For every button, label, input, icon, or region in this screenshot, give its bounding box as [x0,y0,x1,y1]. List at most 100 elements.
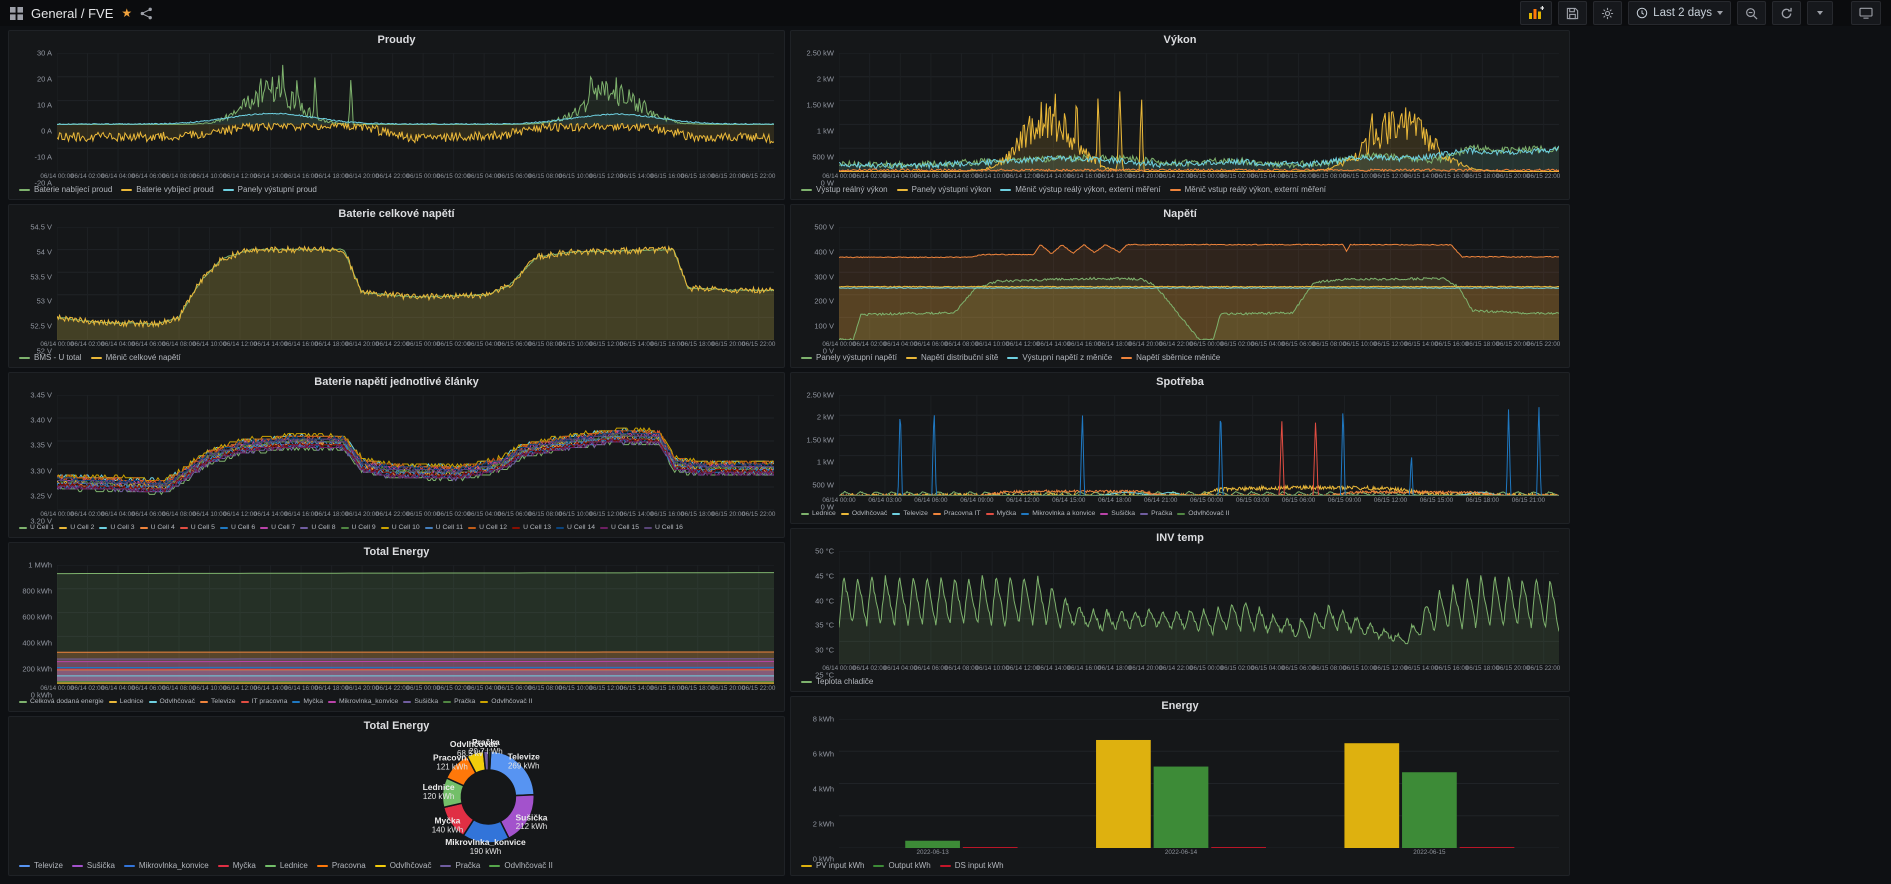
plot-area[interactable] [57,395,774,510]
panel-title[interactable]: Napětí [791,205,1569,225]
legend-item[interactable]: Odvlhčovač II [480,696,532,708]
plot-area[interactable] [839,227,1559,340]
legend-item[interactable]: U Cell 7 [260,522,295,534]
legend-item[interactable]: Televize [19,860,63,872]
panel-title[interactable]: Proudy [9,31,784,51]
legend-item[interactable]: Výstup reálný výkon [801,184,888,196]
legend-item[interactable]: U Cell 12 [468,522,507,534]
legend-item[interactable]: Odvlhčovač [841,508,888,520]
bar-Output kWh[interactable] [1154,767,1209,848]
legend-item[interactable]: U Cell 16 [644,522,683,534]
legend-item[interactable]: U Cell 4 [140,522,175,534]
plot-area[interactable] [839,395,1559,496]
favorite-star-icon[interactable]: ★ [121,7,132,19]
legend-item[interactable]: Pračka [1140,508,1172,520]
legend-item[interactable]: Pračka [440,860,480,872]
bar-PV input kWh[interactable] [1096,740,1151,848]
bar-Output kWh[interactable] [1402,772,1457,848]
plot-area[interactable] [839,551,1559,664]
plot-area[interactable] [57,565,774,684]
legend-item[interactable]: Pracovna [317,860,366,872]
x-tick-label: 06/15 22:00 [742,173,775,180]
panel-title[interactable]: Baterie celkové napětí [9,205,784,225]
legend-item[interactable]: U Cell 14 [556,522,595,534]
legend-item[interactable]: Myčka [218,860,256,872]
panel-title[interactable]: Total Energy [9,543,784,563]
time-range-picker[interactable]: Last 2 days [1628,1,1731,25]
legend-item[interactable]: Mikrovlnka a konvice [1021,508,1095,520]
legend-item[interactable]: Měnič výstup reálý výkon, externí měření [1000,184,1160,196]
legend-item[interactable]: Baterie nabíjecí proud [19,184,112,196]
legend-item[interactable]: Mikrovlnka_konvice [328,696,398,708]
breadcrumb[interactable]: General / FVE [31,6,113,21]
panel-title[interactable]: Výkon [791,31,1569,51]
x-tick-label: 06/15 16:00 [1435,665,1468,672]
dashboard-settings-button[interactable] [1593,1,1622,25]
legend-item[interactable]: Lednice [265,860,308,872]
legend-item[interactable]: Odvlhčovač II [489,860,552,872]
plot-wrap: 06/14 00:0006/14 02:0006/14 04:0006/14 0… [57,395,774,521]
plot-area[interactable] [57,227,774,340]
legend-item[interactable]: Odvlhčovač [149,696,196,708]
legend-item[interactable]: Odvlhčovač [375,860,432,872]
plot-area[interactable] [839,719,1559,848]
legend-item[interactable]: U Cell 8 [300,522,335,534]
legend-item[interactable]: U Cell 3 [99,522,134,534]
panel-title[interactable]: Energy [791,697,1569,717]
legend-item[interactable]: U Cell 6 [220,522,255,534]
legend-item[interactable]: Panely výstupní napětí [801,352,897,364]
panel-title[interactable]: INV temp [791,529,1569,549]
legend-item[interactable]: Sušička [403,696,438,708]
legend-item[interactable]: Napětí sběrnice měniče [1121,352,1220,364]
legend-item[interactable]: Panely výstupní proud [223,184,317,196]
legend-item[interactable]: Sušička [1100,508,1135,520]
bar-Output kWh[interactable] [905,841,960,848]
legend-item[interactable]: Panely výstupní výkon [897,184,992,196]
bar-PV input kWh[interactable] [1344,743,1399,848]
legend-item[interactable]: DS input kWh [940,860,1004,872]
zoom-out-button[interactable] [1737,1,1766,25]
legend-item[interactable]: Baterie vybíjecí proud [121,184,213,196]
legend-item[interactable]: IT pracovna [241,696,288,708]
legend-item[interactable]: U Cell 2 [59,522,94,534]
legend-item[interactable]: U Cell 13 [512,522,551,534]
dashboard-grid-icon[interactable] [10,7,23,20]
panel-title[interactable]: Spotřeba [791,373,1569,393]
legend-item[interactable]: Sušička [72,860,115,872]
legend-item[interactable]: Odvlhčovač II [1177,508,1229,520]
refresh-button[interactable] [1772,1,1801,25]
share-icon[interactable] [140,7,153,20]
legend-item[interactable]: Pracovna IT [933,508,981,520]
x-tick-label: 06/15 02:00 [1221,173,1254,180]
legend-item[interactable]: Měnič celkové napětí [91,352,181,364]
legend-item[interactable]: Televize [200,696,236,708]
legend-item[interactable]: Mikrovlnka_konvice [124,860,209,872]
legend-item[interactable]: U Cell 11 [425,522,463,534]
legend-swatch [940,865,951,868]
add-panel-button[interactable] [1520,1,1552,25]
refresh-interval-dropdown[interactable] [1807,1,1833,25]
legend-item[interactable]: Myčka [986,508,1017,520]
legend-item[interactable]: Měnič vstup reálý výkon, externí měření [1170,184,1326,196]
pie-slice[interactable] [489,751,491,770]
y-axis: 50 °C45 °C40 °C35 °C30 °C25 °C [795,551,839,675]
x-tick-label: 06/14 16:00 [284,341,317,348]
kiosk-mode-button[interactable] [1851,1,1881,25]
plot-area[interactable] [839,53,1559,172]
plot-area[interactable] [57,53,774,172]
legend-item[interactable]: U Cell 5 [180,522,215,534]
save-dashboard-button[interactable] [1558,1,1587,25]
legend-item[interactable]: U Cell 10 [381,522,420,534]
legend-item[interactable]: Pračka [443,696,475,708]
legend-item[interactable]: U Cell 15 [600,522,639,534]
legend-item[interactable]: Napětí distribuční sítě [906,352,998,364]
legend-item[interactable]: Output kWh [873,860,930,872]
legend-item[interactable]: Myčka [292,696,323,708]
legend-item[interactable]: Lednice [109,696,144,708]
legend-item[interactable]: U Cell 9 [341,522,376,534]
legend-item[interactable]: Výstupní napětí z měniče [1007,352,1112,364]
panel-title[interactable]: Total Energy [9,717,784,737]
legend-item[interactable]: Televize [892,508,928,520]
panel-title[interactable]: Baterie napětí jednotlivé články [9,373,784,393]
legend-item[interactable]: Teplota chladiče [801,676,873,688]
